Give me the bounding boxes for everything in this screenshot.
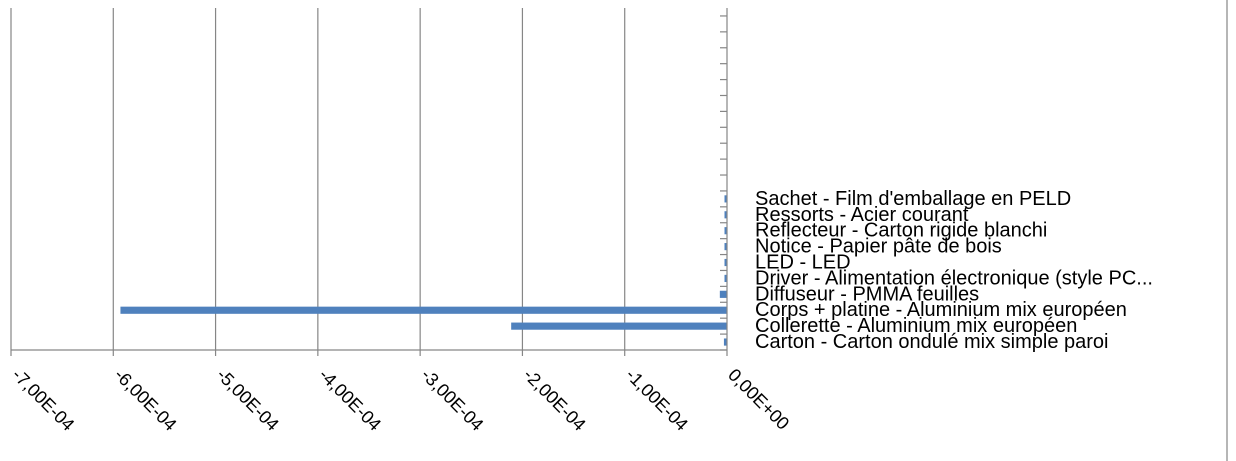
bar [724,274,727,282]
x-tick-label: 0,00E+00 [724,365,793,434]
category-label: LED - LED [755,252,851,274]
x-tick-label: -7,00E-04 [8,365,78,435]
bar [719,290,727,298]
category-label: Diffuseur - PMMA feuilles [755,283,979,305]
x-tick-labels: -7,00E-04 -6,00E-04 -5,00E-04 -4,00E-04 -3,0… [8,365,793,435]
category-label: Carton - Carton ondulé mix simple paroi [755,331,1109,353]
category-label: Corps + platine - Aluminium mix européen [755,299,1127,321]
x-tick-label: -3,00E-04 [417,365,487,435]
bar-series [120,195,727,346]
bar [724,227,727,235]
category-label: Sachet - Film d'emballage en PELD [755,188,1071,210]
x-tick-label: -2,00E-04 [520,365,590,435]
bar [724,243,727,251]
bar [723,338,727,346]
axes [10,0,1228,461]
bar [120,306,727,314]
category-label: Reflecteur - Carton rigide blanchi [755,220,1047,242]
bar [724,211,727,219]
bar [511,322,727,330]
x-tick-label: -5,00E-04 [213,365,283,435]
category-label: Ressorts - Acier courant [755,204,969,226]
category-labels: Carton - Carton ondulé mix simple paroiC… [755,188,1153,353]
category-label: Collerette - Aluminium mix européen [755,315,1077,337]
bar [724,195,727,203]
grid-lines [10,8,626,350]
x-tick-label: -1,00E-04 [622,365,692,435]
x-tick-label: -6,00E-04 [110,365,180,435]
category-label: Notice - Papier pâte de bois [755,236,1002,258]
bar [724,258,727,267]
x-tick-label: -4,00E-04 [315,365,385,435]
category-label: Driver - Alimentation électronique (styl… [755,267,1153,289]
